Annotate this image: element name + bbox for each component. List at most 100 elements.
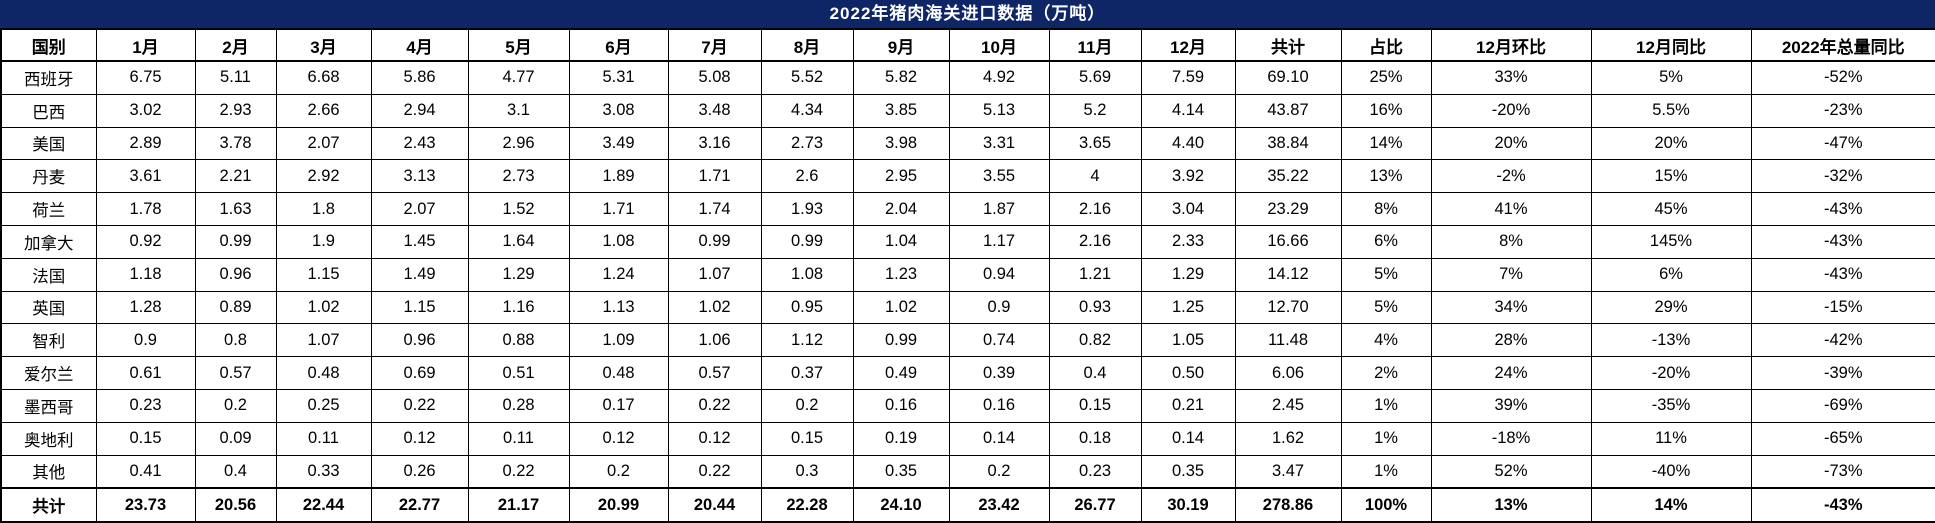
value-cell: -52% <box>1750 60 1935 95</box>
value-cell: 20.99 <box>568 487 669 523</box>
value-cell: 52% <box>1430 454 1592 489</box>
value-cell: 3.55 <box>948 159 1050 194</box>
value-cell: 3.48 <box>667 93 762 128</box>
value-cell: 33% <box>1430 60 1592 95</box>
value-cell: 3.78 <box>194 126 277 161</box>
column-header: 共计 <box>1234 28 1342 62</box>
value-cell: 5% <box>1340 290 1432 325</box>
value-cell: 23.73 <box>95 487 196 523</box>
value-cell: 2.93 <box>194 93 277 128</box>
value-cell: 24% <box>1430 356 1592 390</box>
value-cell: 3.85 <box>852 93 950 128</box>
value-cell: 3.98 <box>852 126 950 161</box>
country-cell: 美国 <box>0 126 97 161</box>
value-cell: 0.99 <box>667 224 762 259</box>
value-cell: 2.66 <box>275 93 372 128</box>
country-cell: 其他 <box>0 454 97 489</box>
value-cell: 0.15 <box>95 421 196 456</box>
value-cell: 7.59 <box>1140 60 1236 95</box>
value-cell: 1.04 <box>852 224 950 259</box>
value-cell: 8% <box>1340 192 1432 226</box>
value-cell: 0.11 <box>467 421 570 456</box>
value-cell: 14% <box>1590 487 1752 523</box>
value-cell: 23.42 <box>948 487 1050 523</box>
value-cell: 0.9 <box>95 323 196 358</box>
value-cell: 2.45 <box>1234 388 1342 423</box>
value-cell: -73% <box>1750 454 1935 489</box>
table-row: 英国 1.28 0.89 1.02 1.15 1.16 1.13 1.02 0.95 1.02 0.… <box>0 290 1935 325</box>
value-cell: 1.63 <box>194 192 277 226</box>
value-cell: 45% <box>1590 192 1752 226</box>
value-cell: 2.43 <box>370 126 469 161</box>
value-cell: 8% <box>1430 224 1592 259</box>
value-cell: 0.19 <box>852 421 950 456</box>
column-header: 12月环比 <box>1430 28 1592 62</box>
value-cell: -65% <box>1750 421 1935 456</box>
value-cell: 6.06 <box>1234 356 1342 390</box>
value-cell: -39% <box>1750 356 1935 390</box>
value-cell: 6% <box>1340 224 1432 259</box>
value-cell: 0.14 <box>1140 421 1236 456</box>
value-cell: 2.07 <box>370 192 469 226</box>
value-cell: 6% <box>1590 257 1752 292</box>
value-cell: 0.15 <box>760 421 854 456</box>
value-cell: 5.52 <box>760 60 854 95</box>
value-cell: 15% <box>1590 159 1752 194</box>
value-cell: 3.92 <box>1140 159 1236 194</box>
value-cell: 20.44 <box>667 487 762 523</box>
value-cell: 29% <box>1590 290 1752 325</box>
value-cell: 0.14 <box>948 421 1050 456</box>
value-cell: 1.78 <box>95 192 196 226</box>
value-cell: 0.96 <box>370 323 469 358</box>
column-header: 3月 <box>275 28 372 62</box>
value-cell: 1.49 <box>370 257 469 292</box>
value-cell: 5.08 <box>667 60 762 95</box>
country-cell: 丹麦 <box>0 159 97 194</box>
value-cell: 2.07 <box>275 126 372 161</box>
value-cell: 3.16 <box>667 126 762 161</box>
value-cell: 3.1 <box>467 93 570 128</box>
value-cell: 69.10 <box>1234 60 1342 95</box>
table-row: 西班牙 6.75 5.11 6.68 5.86 4.77 5.31 5.08 5.52 5.82 4… <box>0 60 1935 95</box>
value-cell: 20% <box>1590 126 1752 161</box>
value-cell: -18% <box>1430 421 1592 456</box>
value-cell: 0.99 <box>852 323 950 358</box>
value-cell: -2% <box>1430 159 1592 194</box>
value-cell: 0.74 <box>948 323 1050 358</box>
value-cell: 0.12 <box>370 421 469 456</box>
column-header: 12月同比 <box>1590 28 1752 62</box>
value-cell: 3.08 <box>568 93 669 128</box>
value-cell: 20.56 <box>194 487 277 523</box>
country-cell: 奥地利 <box>0 421 97 456</box>
value-cell: 1.71 <box>568 192 669 226</box>
value-cell: 1.89 <box>568 159 669 194</box>
value-cell: 0.96 <box>194 257 277 292</box>
value-cell: 1.13 <box>568 290 669 325</box>
value-cell: 3.31 <box>948 126 1050 161</box>
value-cell: 2.73 <box>467 159 570 194</box>
value-cell: 5.82 <box>852 60 950 95</box>
value-cell: -40% <box>1590 454 1752 489</box>
value-cell: -43% <box>1750 257 1935 292</box>
value-cell: 5.86 <box>370 60 469 95</box>
value-cell: 1.52 <box>467 192 570 226</box>
value-cell: 3.04 <box>1140 192 1236 226</box>
value-cell: -43% <box>1750 192 1935 226</box>
table-row: 爱尔兰 0.61 0.57 0.48 0.69 0.51 0.48 0.57 0.37 0.49 0… <box>0 356 1935 390</box>
value-cell: 4.77 <box>467 60 570 95</box>
value-cell: 22.44 <box>275 487 372 523</box>
value-cell: 1.02 <box>852 290 950 325</box>
value-cell: 0.18 <box>1048 421 1142 456</box>
value-cell: 0.69 <box>370 356 469 390</box>
value-cell: 13% <box>1340 159 1432 194</box>
value-cell: 1.28 <box>95 290 196 325</box>
value-cell: 1.74 <box>667 192 762 226</box>
column-header: 1月 <box>95 28 196 62</box>
header-row: 国别 1月 2月 3月 4月 5月 6月 7月 8月 9月 10月 11月 12月 共计 占比 12月环比 12… <box>0 28 1935 62</box>
column-header: 4月 <box>370 28 469 62</box>
total-row: 共计 23.73 20.56 22.44 22.77 21.17 20.99 20.44 22.… <box>0 487 1935 523</box>
value-cell: 1.64 <box>467 224 570 259</box>
value-cell: 0.33 <box>275 454 372 489</box>
value-cell: 1.16 <box>467 290 570 325</box>
